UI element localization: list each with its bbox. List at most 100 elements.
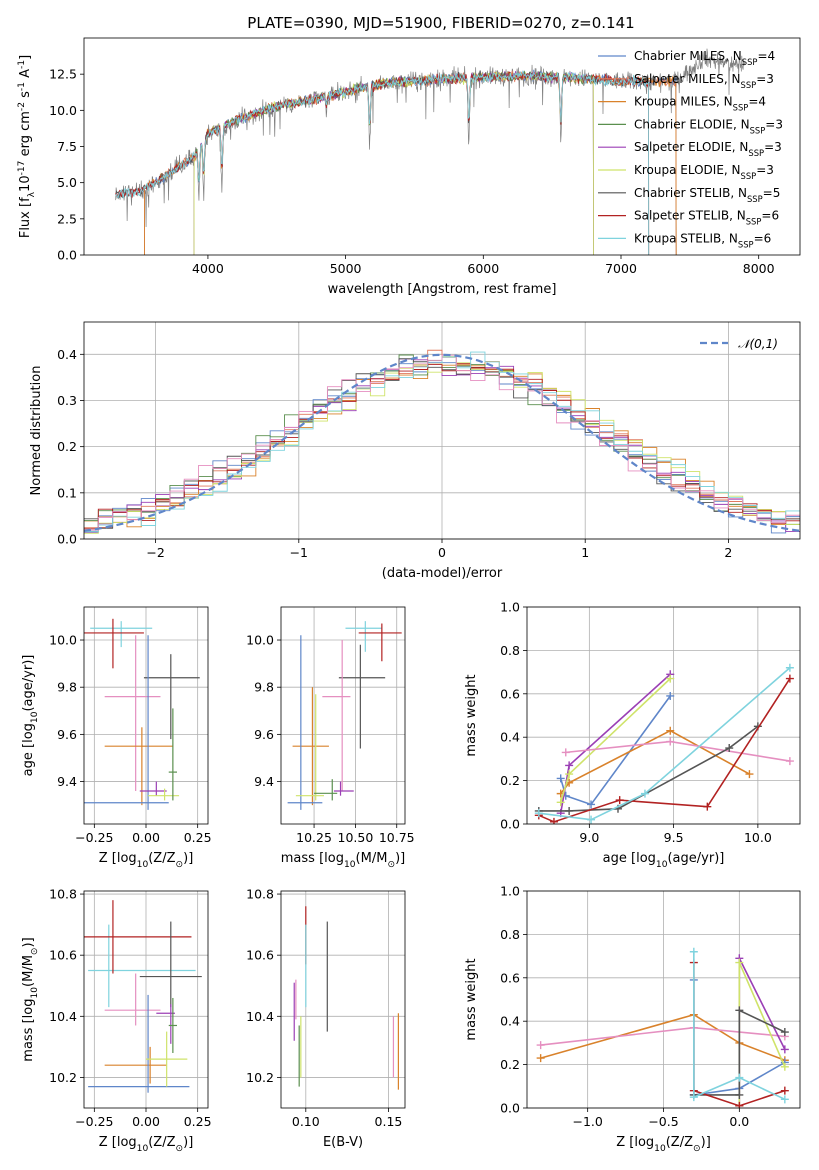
spectrum-panel: 4000 5000 6000 7000 8000 0.0 2.5 5.0 7.5 10.0 12.5… (17, 37, 801, 297)
age_vs_Z-axes: −0.25 0.00 0.25 9.4 9.6 9.8 10.0 Z [log10(Z/Z⊙)… (21, 606, 212, 870)
mass_vs_ebv-marks (293, 906, 399, 1090)
normal-curve (84, 353, 800, 532)
spectrum-ytick-label: 5.0 (57, 175, 77, 190)
spectrum-model-kroupa-stelib (115, 69, 650, 255)
residuals-ylabel: Normed distribution (29, 366, 44, 496)
residuals-xlabel: (data-model)/error (382, 566, 503, 581)
residuals-ytick-label: 0.2 (57, 439, 77, 454)
weight_vs_Z-ytick-label: 0.0 (500, 1101, 520, 1116)
weight_vs_age-marker (556, 774, 565, 783)
mass_vs_ebv-xlabel: E(B-V) (323, 1135, 363, 1150)
age_vs_mass-point-chabrier-miles (287, 635, 323, 810)
mass_vs_Z-axes: −0.25 0.00 0.25 10.2 10.4 10.6 10.8 Z [log10(Z/… (21, 887, 212, 1154)
legend-entry-kroupa-elodie: Kroupa ELODIE, NSSP=3 (634, 163, 774, 181)
mass_vs_Z-point-kroupa-stelib (88, 924, 196, 1008)
mass_vs_ebv-ytick-label: 10.2 (246, 1070, 274, 1085)
age_vs_Z-frame (83, 606, 209, 825)
age_vs_Z-point-chabrier-stelib (143, 654, 200, 740)
age_vs_Z-grid (84, 607, 208, 824)
weight_vs_Z-xtick-label: 0.0 (729, 1114, 749, 1129)
age_vs_Z-point-extra (104, 635, 161, 791)
weight_vs_age-marker (549, 817, 558, 824)
mass_vs_Z-panel: −0.25 0.00 0.25 10.2 10.4 10.6 10.8 Z [log10(Z/… (21, 887, 212, 1154)
mass_vs_Z-xtick-label: 0.25 (184, 1114, 212, 1129)
weight_vs_age-marker (785, 757, 794, 766)
mass_vs_Z-grid (84, 891, 208, 1108)
spectrum-model-salpeter-miles (144, 70, 677, 255)
age_vs_mass-point-salpeter-stelib (358, 623, 402, 662)
age_vs_Z-ytick-label: 9.6 (57, 727, 77, 742)
mass_vs_Z-xtick-label: −0.25 (75, 1114, 113, 1129)
age_vs_mass-frame (280, 606, 406, 825)
age_vs_mass-point-kroupa-miles (292, 687, 329, 806)
spectrum-axes: 4000 5000 6000 7000 8000 0.0 2.5 5.0 7.5 10.0 12.5… (17, 37, 801, 297)
age_vs_Z-point-chabrier-miles (84, 635, 169, 810)
mass_vs_Z-ylabel: mass [log10(M/M⊙)] (21, 937, 40, 1061)
age_vs_mass-xtick-label: 10.50 (338, 830, 374, 845)
weight_vs_Z-panel: −1.0 −0.5 0.0 0.0 0.2 0.4 0.6 0.8 1.0 Z [log10(Z/… (464, 884, 801, 1154)
spectrum-ytick-label: 2.5 (57, 211, 77, 226)
residuals-panel: −2 −1 0 1 2 0.0 0.1 0.2 0.3 0.4 (data-model)/error… (29, 321, 801, 581)
spectrum-model-kroupa-elodie (193, 70, 594, 255)
spectrum-ytick-label: 0.0 (57, 248, 77, 263)
mass_vs_ebv-ytick-label: 10.4 (246, 1009, 274, 1024)
weight_vs_Z-ytick-label: 0.2 (500, 1057, 520, 1072)
age_vs_Z-xtick-label: 0.00 (132, 830, 160, 845)
weight_vs_age-xlabel: age [log10(age/yr)] (603, 851, 725, 870)
weight_vs_Z-ytick-label: 0.4 (500, 1014, 520, 1029)
age_vs_Z-ytick-label: 9.8 (57, 680, 77, 695)
weight_vs_age-ytick-label: 0.8 (500, 643, 520, 658)
age_vs_mass-point-chabrier-elodie (314, 779, 338, 801)
legend-entry-salpeter-miles: Salpeter MILES, NSSP=3 (634, 72, 774, 90)
weight_vs_age-marks (534, 663, 794, 824)
spectrum-xtick-label: 8000 (743, 261, 775, 276)
weight_vs_Z-series-kroupa-miles (536, 1010, 789, 1065)
legend-entry-salpeter-elodie: Salpeter ELODIE, NSSP=3 (634, 140, 782, 158)
weight_vs_age-marker (561, 748, 570, 757)
weight_vs_Z-marker (735, 1073, 744, 1082)
age_vs_mass-xlabel: mass [log10(M/M⊙)] (281, 851, 405, 870)
weight_vs_age-marker (666, 737, 675, 746)
residual-histogram-extra (84, 354, 800, 531)
weight_vs_Z-marker (780, 1062, 789, 1071)
weight_vs_Z-xtick-label: −1.0 (572, 1114, 602, 1129)
age_vs_Z-xtick-label: −0.25 (75, 830, 113, 845)
weight_vs_Z-marker (735, 1006, 744, 1015)
age_vs_mass-ytick-label: 9.8 (254, 680, 274, 695)
mass_vs_Z-point-kroupa-elodie (146, 1031, 188, 1087)
mass_vs_Z-ytick-label: 10.2 (49, 1070, 77, 1085)
mass_vs_Z-point-extra (104, 973, 161, 1026)
age_vs_mass-xtick-label: 10.75 (379, 830, 415, 845)
spectrum-xtick-label: 7000 (605, 261, 637, 276)
mass_vs_ebv-panel: 0.10 0.15 10.2 10.4 10.6 10.8 E(B-V) (246, 887, 406, 1150)
mass_vs_Z-ytick-label: 10.8 (49, 887, 77, 902)
weight_vs_age-marker (725, 744, 734, 753)
weight_vs_Z-marker (689, 1093, 698, 1102)
mass_vs_ebv-axes: 0.10 0.15 10.2 10.4 10.6 10.8 E(B-V) (246, 887, 406, 1150)
age_vs_mass-point-kroupa-elodie (295, 694, 324, 801)
legend-entry-kroupa-miles: Kroupa MILES, NSSP=4 (634, 95, 766, 113)
residual-histogram-salpeter-stelib (84, 363, 800, 530)
weight_vs_Z-marker (536, 1041, 545, 1050)
mass_vs_ebv-grid (281, 891, 405, 1108)
residuals-frame (83, 321, 801, 540)
residuals-xtick-label: −1 (290, 545, 308, 560)
weight_vs_age-marker (666, 726, 675, 735)
age_vs_Z-marks (84, 618, 200, 810)
spectrum-model-chabrier-stelib (115, 70, 650, 255)
weight_vs_age-axes: 9.0 9.5 10.0 0.0 0.2 0.4 0.6 0.8 1.0 age [log10(a… (464, 600, 801, 870)
age_vs_mass-axes: 10.25 10.50 10.75 9.4 9.6 9.8 10.0 mass [log10(… (246, 606, 415, 870)
weight_vs_age-marker (666, 674, 675, 683)
weight_vs_Z-marker (735, 1090, 744, 1099)
residuals-xtick-label: 1 (581, 545, 589, 560)
residuals-xtick-label: −2 (146, 545, 164, 560)
legend-entry-chabrier-elodie: Chabrier ELODIE, NSSP=3 (634, 117, 783, 135)
age_vs_Z-point-kroupa-miles (104, 727, 173, 806)
weight_vs_Z-marker (536, 1054, 545, 1063)
weight_vs_age-grid (527, 606, 800, 825)
residuals-ytick-label: 0.4 (57, 347, 77, 362)
spectrum-ytick-label: 12.5 (49, 67, 77, 82)
spectrum-model-salpeter-stelib (115, 71, 650, 255)
residuals-xtick-label: 2 (724, 545, 732, 560)
mass_vs_ebv-ytick-label: 10.8 (246, 887, 274, 902)
